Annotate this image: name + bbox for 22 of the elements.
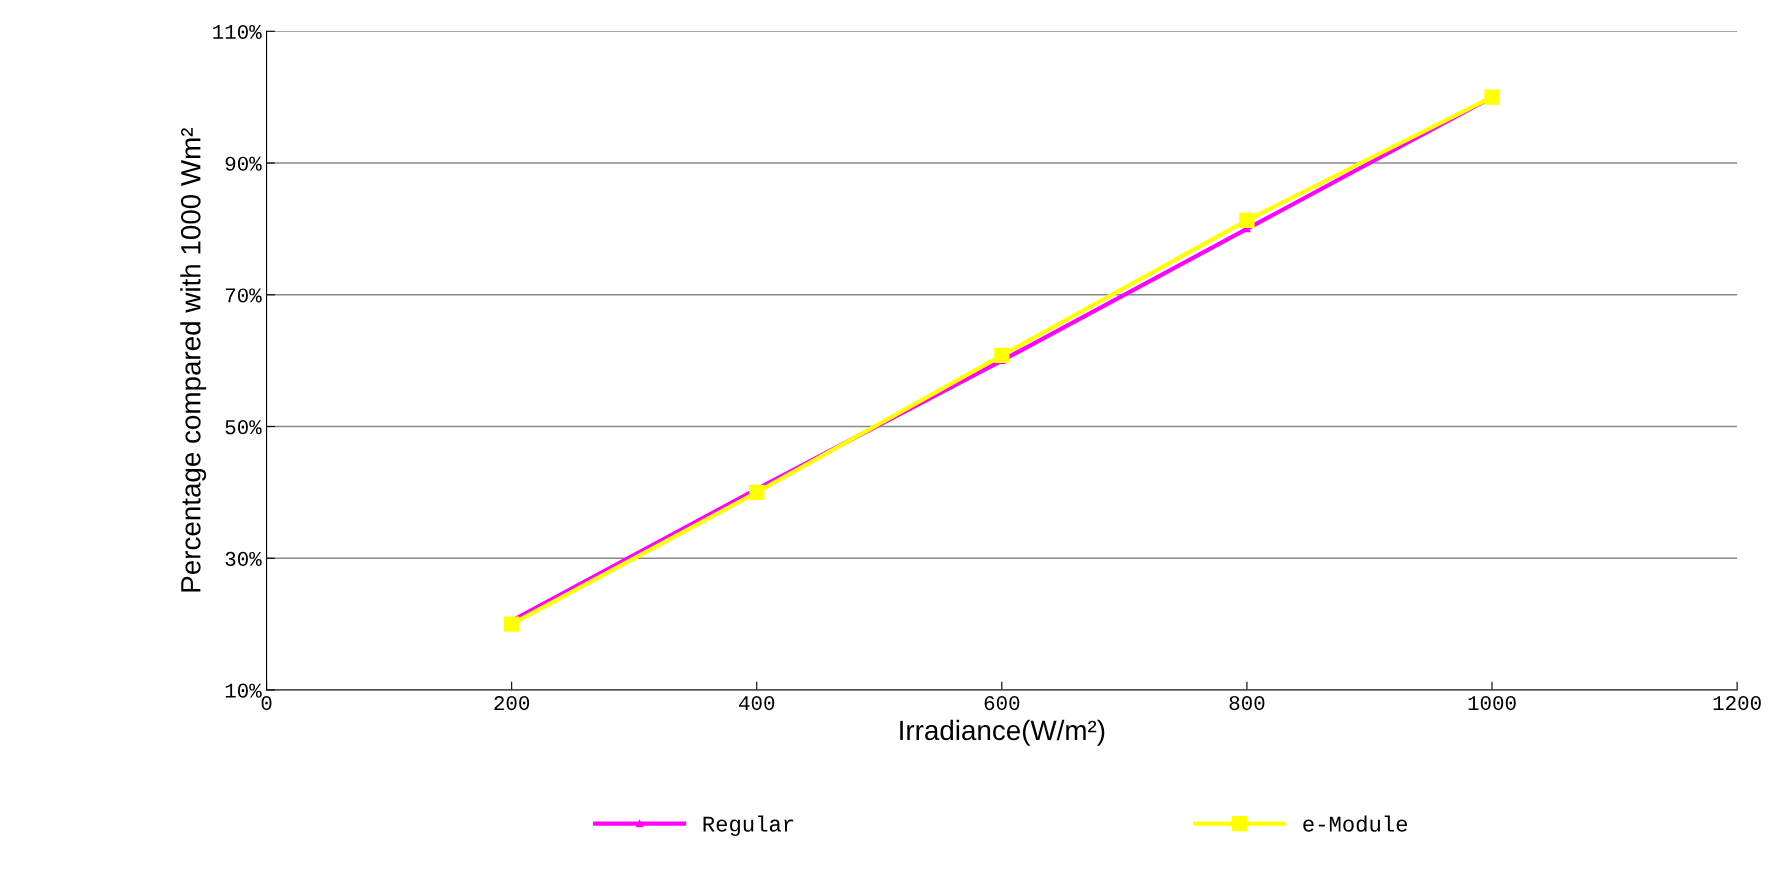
x-tick-label: 200	[494, 696, 530, 711]
point	[749, 484, 765, 501]
x-tick-label: 0	[261, 696, 272, 711]
x-tick-label: 600	[984, 696, 1020, 711]
point	[1239, 212, 1255, 228]
legend-label: Regular	[703, 815, 794, 837]
x-axis-title: Irradiance(W/m²)	[900, 719, 1105, 746]
y-tick-label: 110%	[213, 24, 262, 40]
x-tick-label: 800	[1229, 696, 1265, 711]
y-tick-label: 70%	[225, 288, 262, 303]
point	[1484, 89, 1500, 105]
point	[504, 616, 520, 632]
y-tick-label: 30%	[225, 551, 262, 566]
y-tick-label: 10%	[225, 683, 262, 698]
y-axis-title: Percentage compared with 1000 Wm²	[180, 128, 207, 592]
x-tick-label: 1000	[1468, 696, 1516, 711]
x-tick-label: 1200	[1713, 696, 1761, 711]
point	[994, 347, 1010, 364]
x-tick-label: 400	[739, 696, 775, 711]
legend-label: e-Module	[1303, 815, 1408, 832]
y-tick-label: 90%	[225, 156, 262, 171]
y-tick-label: 50%	[225, 420, 262, 435]
